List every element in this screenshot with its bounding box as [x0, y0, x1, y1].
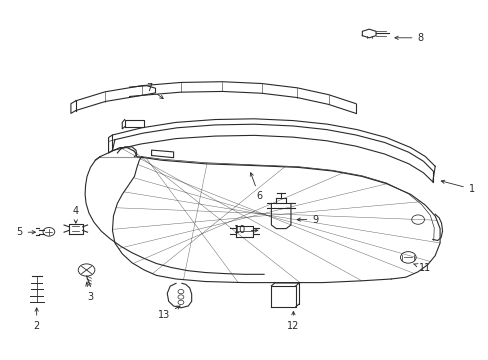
Text: 1: 1 — [440, 180, 474, 194]
Text: 11: 11 — [413, 263, 431, 273]
Circle shape — [400, 252, 415, 263]
Circle shape — [411, 215, 424, 224]
Circle shape — [178, 289, 183, 294]
Circle shape — [43, 228, 55, 236]
Circle shape — [178, 300, 183, 305]
Text: 9: 9 — [297, 215, 318, 225]
Text: 4: 4 — [73, 206, 79, 223]
Text: 5: 5 — [17, 227, 35, 237]
Text: 10: 10 — [233, 225, 257, 235]
Circle shape — [78, 264, 95, 276]
Text: 7: 7 — [146, 83, 163, 99]
Text: 6: 6 — [250, 173, 262, 201]
Text: 8: 8 — [394, 33, 423, 43]
Text: 3: 3 — [85, 283, 93, 302]
Text: 2: 2 — [34, 308, 40, 331]
Circle shape — [178, 295, 183, 299]
Text: 12: 12 — [286, 311, 299, 331]
Text: 13: 13 — [157, 306, 180, 320]
